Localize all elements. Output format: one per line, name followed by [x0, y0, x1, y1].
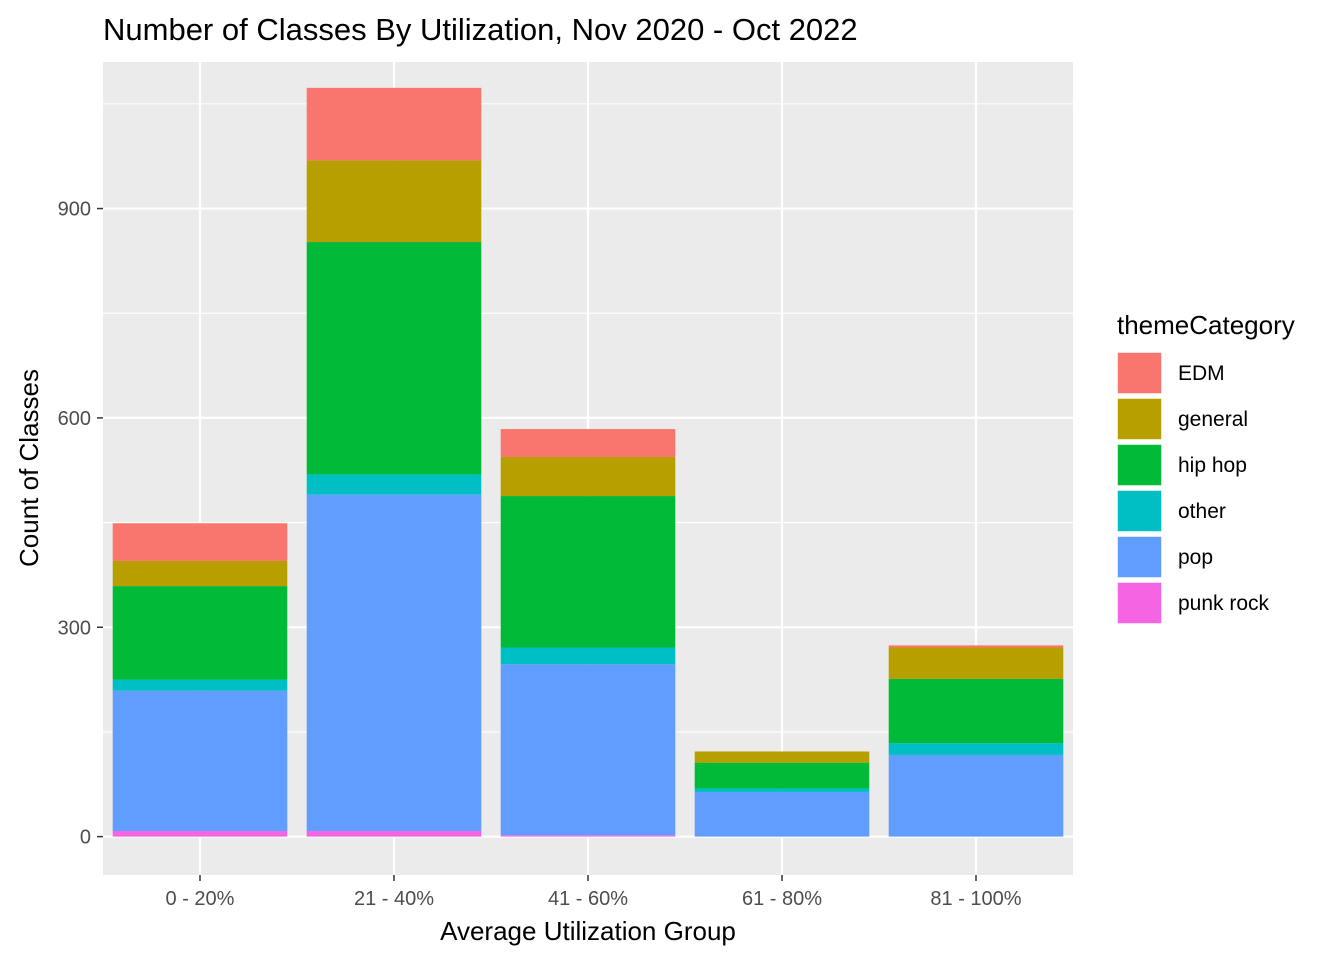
y-tick-label: 600 — [58, 408, 91, 430]
legend-item: general — [1116, 397, 1248, 441]
legend-item: EDM — [1116, 351, 1225, 395]
bar-segment — [888, 647, 1064, 679]
bar-segment — [500, 647, 676, 665]
bar-segment — [112, 560, 288, 587]
bar-segment — [306, 87, 482, 161]
legend-key — [1116, 581, 1163, 625]
bar-segment — [694, 788, 870, 792]
legend-key — [1116, 397, 1163, 441]
legend-item: punk rock — [1116, 581, 1270, 625]
bar-segment — [500, 456, 676, 497]
legend-key — [1116, 489, 1163, 533]
x-tick-label: 21 - 40% — [354, 888, 434, 910]
y-axis-title: Count of Classes — [14, 369, 44, 567]
y-tick-label: 0 — [80, 827, 91, 849]
bar-segment — [112, 690, 288, 832]
bar-segment — [306, 474, 482, 495]
bar-segment — [694, 762, 870, 789]
x-axis-title: Average Utilization Group — [440, 916, 736, 946]
bar-segment — [888, 743, 1064, 755]
bar-segment — [694, 751, 870, 763]
bar-segment — [888, 754, 1064, 837]
bar-segment — [888, 645, 1064, 648]
bar-segment — [112, 831, 288, 837]
bar-segment — [306, 831, 482, 837]
bar-segment — [112, 679, 288, 691]
bar-segment — [112, 586, 288, 680]
bar-segment — [500, 835, 676, 837]
legend-item: pop — [1116, 535, 1213, 579]
x-tick-label: 81 - 100% — [930, 888, 1021, 910]
legend-label: hip hop — [1178, 454, 1247, 477]
legend-key — [1116, 351, 1163, 395]
legend-item: hip hop — [1116, 443, 1247, 487]
x-axis-ticks: 0 - 20% 21 - 40% 41 - 60% 61 - 80% 81 - 100% — [166, 875, 1022, 910]
x-tick-label: 0 - 20% — [166, 888, 235, 910]
legend-label: general — [1178, 408, 1248, 431]
y-tick-label: 900 — [58, 199, 91, 221]
x-tick-label: 61 - 80% — [742, 888, 822, 910]
y-axis-ticks: 0 300 600 900 — [58, 199, 103, 849]
legend-items: EDM general hip hop other pop punk rock — [1116, 351, 1270, 625]
bar-segment — [888, 678, 1064, 744]
legend-label: pop — [1178, 546, 1213, 569]
bar-segment — [306, 242, 482, 475]
legend-label: punk rock — [1178, 592, 1270, 615]
legend-item: other — [1116, 489, 1226, 533]
legend-key — [1116, 443, 1163, 487]
bar-segment — [306, 160, 482, 243]
legend-label: EDM — [1178, 362, 1225, 385]
legend: themeCategory EDM general hip hop other pop p… — [1116, 310, 1295, 625]
chart-title: Number of Classes By Utilization, Nov 20… — [103, 12, 858, 47]
plot-panel — [103, 62, 1073, 875]
legend-key — [1116, 535, 1163, 579]
bar-segment — [500, 496, 676, 648]
y-tick-label: 300 — [58, 617, 91, 639]
legend-title: themeCategory — [1117, 310, 1295, 340]
bar-segment — [500, 429, 676, 457]
legend-label: other — [1178, 500, 1226, 523]
bar-segment — [112, 523, 288, 561]
bar-segment — [500, 664, 676, 836]
bar-segment — [694, 791, 870, 837]
x-tick-label: 41 - 60% — [548, 888, 628, 910]
bar-segment — [306, 494, 482, 832]
